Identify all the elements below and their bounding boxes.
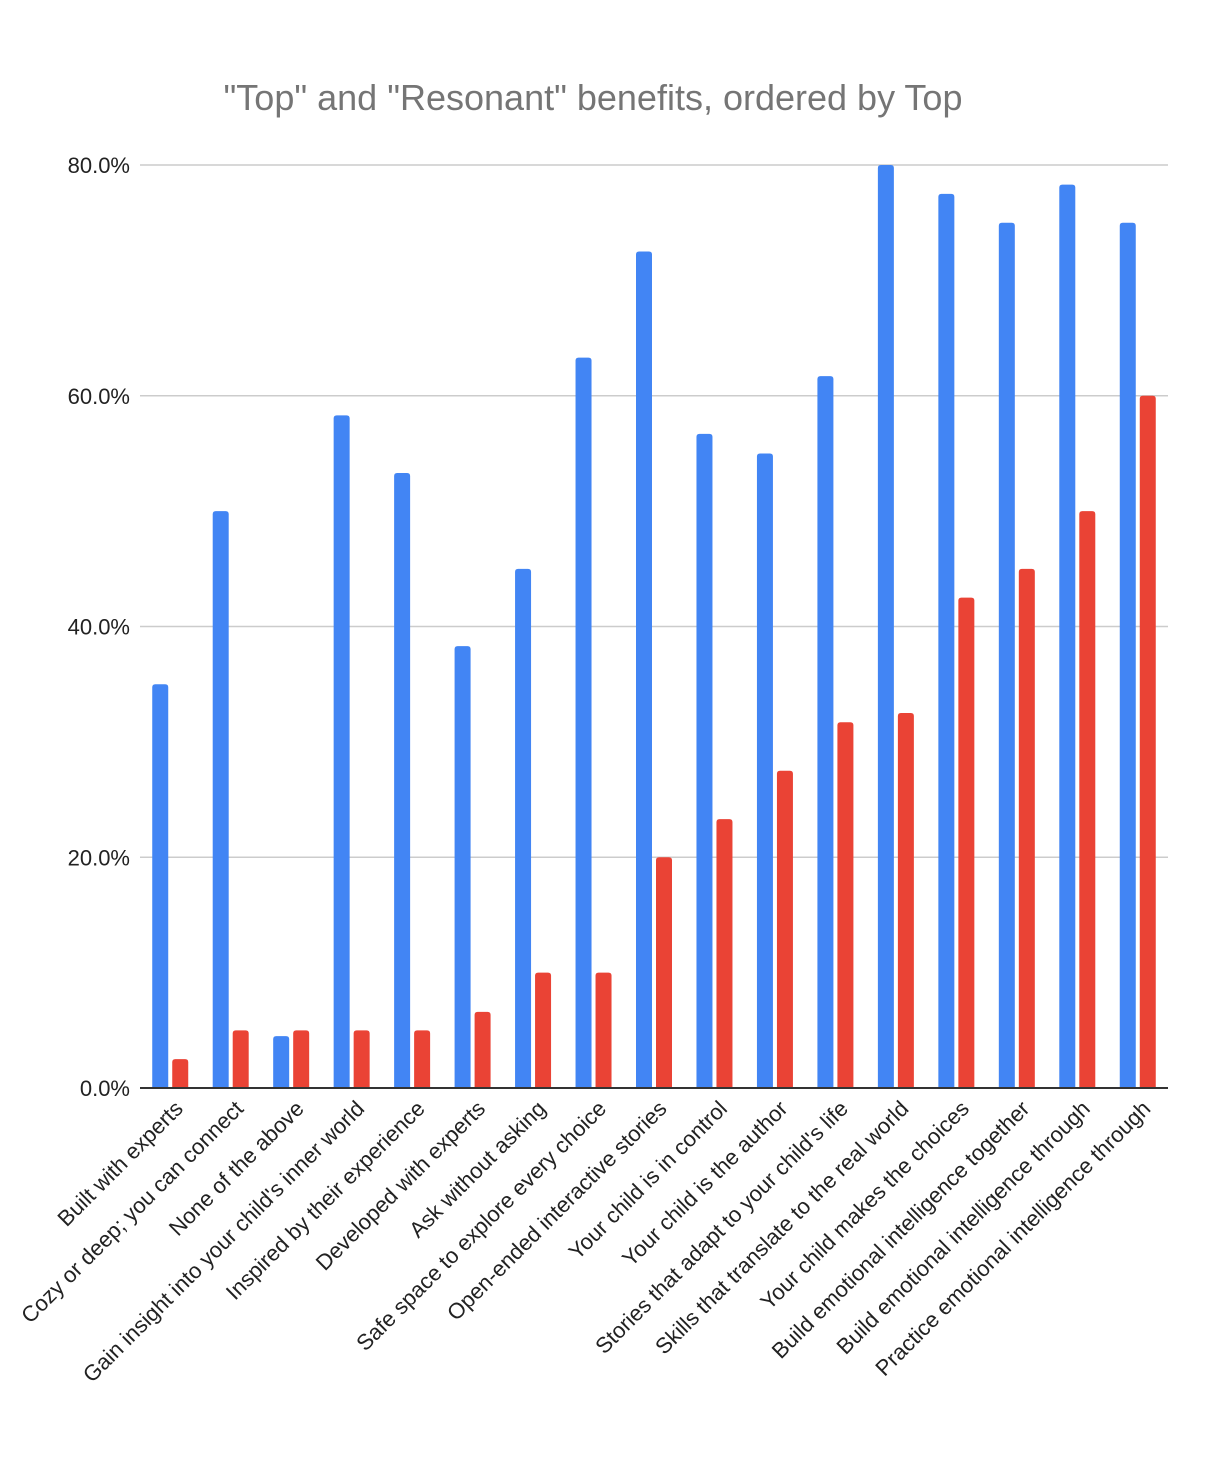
bar-top-4 <box>353 1030 370 1088</box>
bars <box>152 165 1156 1089</box>
bar-top-2 <box>232 1030 249 1088</box>
bar-resonant-11 <box>756 453 773 1088</box>
bar-resonant-13 <box>877 165 894 1088</box>
bar-resonant-1 <box>152 684 169 1088</box>
bar-resonant-9 <box>636 251 652 1088</box>
bar-resonant-8 <box>575 357 592 1088</box>
bar-resonant-14 <box>938 193 955 1088</box>
y-tick-label: 40.0% <box>68 615 130 640</box>
y-tick-label: 80.0% <box>68 153 130 178</box>
y-tick-label: 20.0% <box>68 845 130 870</box>
bar-resonant-10 <box>696 433 713 1089</box>
bar-top-5 <box>414 1030 431 1088</box>
x-tick-label: Cozy or deep; you can connect <box>16 1096 248 1328</box>
bar-top-15 <box>1018 568 1035 1088</box>
y-axis-tick-labels: 0.0% 20.0% 40.0% 60.0% 80.0% <box>68 153 130 1101</box>
gridlines <box>140 164 1168 858</box>
y-tick-label: 60.0% <box>68 384 130 409</box>
bar-resonant-5 <box>394 473 411 1088</box>
bar-resonant-6 <box>454 646 471 1088</box>
bar-top-6 <box>474 1011 491 1088</box>
bar-top-7 <box>535 972 552 1088</box>
bar-top-17 <box>1139 395 1156 1088</box>
bar-top-14 <box>958 597 975 1088</box>
bar-top-3 <box>293 1030 310 1088</box>
bar-resonant-17 <box>1119 222 1136 1088</box>
chart-title: "Top" and "Resonant" benefits, ordered b… <box>224 77 963 118</box>
bar-resonant-16 <box>1059 184 1076 1088</box>
bar-top-11 <box>776 770 793 1088</box>
y-tick-label: 0.0% <box>80 1076 130 1101</box>
bar-top-9 <box>656 857 672 1088</box>
bar-top-16 <box>1079 511 1096 1088</box>
bar-resonant-3 <box>273 1036 290 1088</box>
bar-resonant-4 <box>333 415 350 1088</box>
bar-resonant-7 <box>515 568 532 1088</box>
bar-top-1 <box>172 1059 189 1088</box>
x-tick-label: Open-ended interactive stories <box>442 1096 672 1326</box>
bar-top-8 <box>595 972 612 1088</box>
bar-top-10 <box>716 819 733 1088</box>
bar-resonant-15 <box>998 222 1015 1088</box>
bar-resonant-12 <box>817 376 834 1089</box>
bar-top-12 <box>837 722 854 1088</box>
bar-top-13 <box>897 713 914 1088</box>
bar-resonant-2 <box>212 511 229 1088</box>
